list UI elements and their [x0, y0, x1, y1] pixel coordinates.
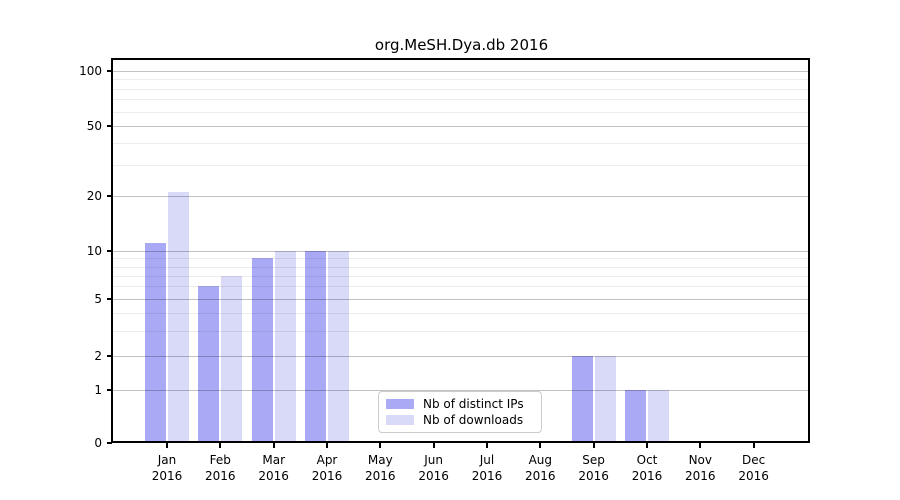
- major-gridline: [113, 390, 808, 391]
- bar-downloads: [328, 251, 349, 441]
- minor-gridline: [113, 165, 808, 166]
- y-tick-mark: [107, 70, 112, 72]
- x-tick-label: Aug 2016: [510, 452, 570, 484]
- y-tick-label: 5: [94, 292, 102, 306]
- bar-downloads: [221, 275, 243, 441]
- minor-gridline: [113, 286, 808, 288]
- y-tick-mark: [107, 442, 112, 444]
- y-tick-mark: [107, 250, 112, 252]
- chart-title: org.MeSH.Dya.db 2016: [374, 36, 549, 54]
- x-tick-label: Feb 2016: [190, 452, 250, 484]
- x-tick-year: 2016: [471, 469, 503, 483]
- y-tick-label: 10: [86, 244, 102, 258]
- x-tick-mark: [592, 443, 595, 448]
- major-gridline: [113, 126, 808, 127]
- minor-gridline: [113, 266, 808, 268]
- legend-item-distinct-ips: Nb of distinct IPs: [386, 396, 533, 411]
- legend-item-downloads: Nb of downloads: [386, 412, 533, 427]
- x-tick-label: Dec 2016: [724, 452, 784, 484]
- x-tick-label: Sep 2016: [564, 452, 624, 484]
- bar-distinct-ips: [305, 251, 326, 441]
- major-gridline: [113, 299, 808, 300]
- x-tick-year: 2016: [365, 469, 396, 483]
- y-tick-mark: [107, 355, 112, 357]
- x-tick-label: Jun 2016: [404, 452, 464, 484]
- legend: Nb of distinct IPs Nb of downloads: [378, 391, 542, 433]
- major-gridline: [113, 356, 808, 357]
- minor-gridline: [113, 143, 808, 144]
- x-tick-mark: [539, 443, 542, 448]
- y-tick-mark: [107, 125, 112, 127]
- x-tick-mark: [326, 443, 328, 448]
- x-tick-label: May 2016: [350, 452, 410, 484]
- x-tick-year: 2016: [631, 469, 663, 483]
- bar-distinct-ips: [625, 390, 646, 441]
- bar-distinct-ips: [571, 356, 593, 441]
- minor-gridline: [113, 275, 808, 277]
- x-tick-year: 2016: [738, 469, 769, 483]
- y-tick-label: 0: [94, 436, 102, 450]
- x-tick-year: 2016: [418, 469, 449, 483]
- x-tick-year: 2016: [258, 469, 289, 483]
- legend-swatch-downloads: [386, 415, 414, 425]
- x-tick-mark: [219, 443, 222, 448]
- minor-gridline: [113, 88, 808, 90]
- bar-downloads: [648, 390, 669, 441]
- x-tick-mark: [486, 443, 488, 448]
- x-tick-mark: [166, 443, 168, 448]
- x-tick-mark: [432, 443, 435, 448]
- legend-label-downloads: Nb of downloads: [423, 412, 524, 427]
- minor-gridline: [113, 99, 808, 101]
- x-tick-mark: [272, 443, 275, 448]
- major-gridline: [113, 196, 808, 197]
- bar-downloads: [168, 192, 189, 441]
- y-tick-mark: [107, 298, 112, 300]
- bar-downloads: [594, 356, 616, 441]
- minor-gridline: [113, 79, 808, 81]
- x-tick-label: Oct 2016: [617, 452, 677, 484]
- legend-swatch-distinct-ips: [386, 399, 414, 409]
- y-tick-label: 20: [86, 189, 102, 203]
- x-tick-year: 2016: [311, 469, 343, 483]
- x-tick-mark: [752, 443, 755, 448]
- x-tick-mark: [699, 443, 702, 448]
- minor-gridline: [113, 330, 808, 332]
- y-tick-label: 2: [94, 349, 102, 363]
- x-tick-mark: [646, 443, 648, 448]
- x-tick-label: Jul 2016: [457, 452, 517, 484]
- x-tick-year: 2016: [151, 469, 183, 483]
- x-tick-year: 2016: [578, 469, 609, 483]
- plot-area: [113, 60, 808, 441]
- minor-gridline: [113, 111, 808, 113]
- x-tick-year: 2016: [685, 469, 716, 483]
- x-tick-label: Jan 2016: [137, 452, 197, 484]
- y-tick-label: 50: [86, 119, 102, 133]
- x-tick-label: Nov 2016: [670, 452, 730, 484]
- major-gridline: [113, 251, 808, 252]
- legend-label-distinct-ips: Nb of distinct IPs: [423, 396, 524, 411]
- x-tick-label: Mar 2016: [244, 452, 304, 484]
- x-tick-mark: [379, 443, 382, 448]
- y-tick-label: 1: [94, 383, 102, 397]
- bar-distinct-ips: [145, 243, 166, 441]
- y-tick-mark: [107, 195, 112, 197]
- bar-distinct-ips: [251, 258, 273, 441]
- major-gridline: [113, 71, 808, 72]
- bar-distinct-ips: [198, 286, 220, 441]
- y-tick-label: 100: [79, 64, 102, 78]
- bar-downloads: [274, 251, 296, 441]
- y-tick-mark: [107, 389, 112, 391]
- minor-gridline: [113, 258, 808, 260]
- x-tick-year: 2016: [205, 469, 236, 483]
- minor-gridline: [113, 312, 808, 314]
- x-tick-label: Apr 2016: [297, 452, 357, 484]
- x-tick-year: 2016: [525, 469, 556, 483]
